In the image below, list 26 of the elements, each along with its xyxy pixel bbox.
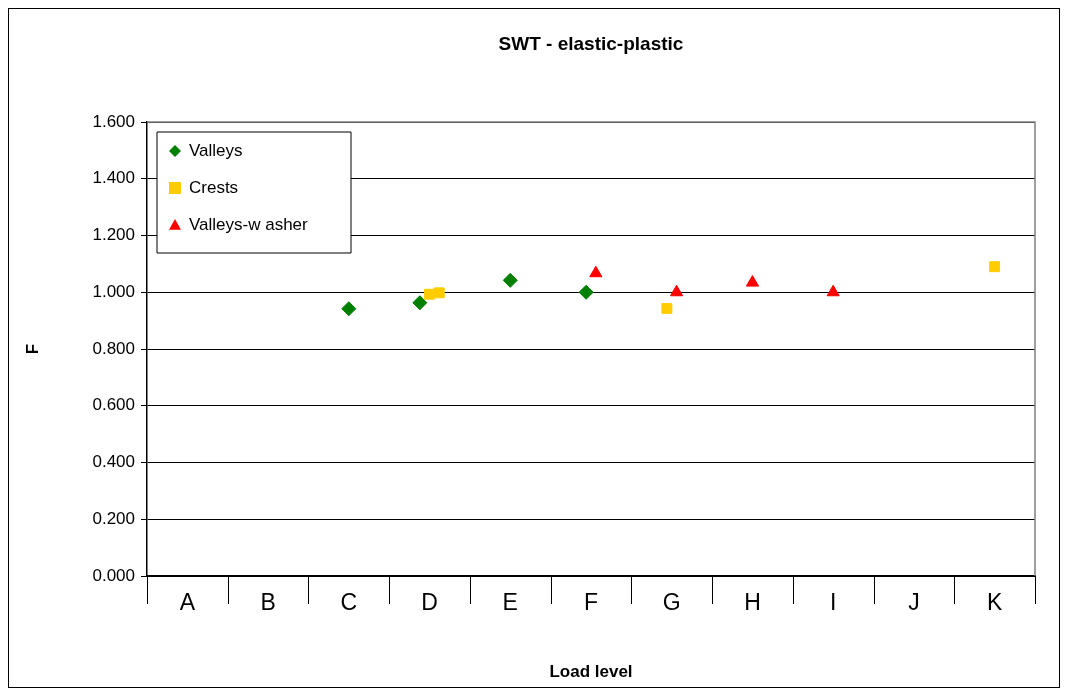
legend-label: Valleys-w asher — [189, 214, 309, 234]
x-tick-label: I — [829, 589, 837, 616]
y-tick-label: 1.000 — [92, 281, 135, 301]
x-axis-title: Load level — [549, 662, 633, 682]
y-tick-label: 0.200 — [92, 508, 135, 528]
x-tick-label: B — [260, 589, 276, 616]
x-tick-label: D — [421, 589, 438, 616]
legend-label: Valleys — [189, 140, 243, 160]
legend-label: Crests — [189, 177, 239, 197]
y-tick-label: 0.000 — [92, 565, 135, 585]
x-tick-label: H — [744, 589, 761, 616]
chart-title: SWT - elastic-plastic — [498, 33, 684, 55]
x-tick-label: C — [340, 589, 358, 616]
y-axis-title: F — [22, 343, 42, 355]
y-tick-label: 0.600 — [92, 395, 135, 415]
x-tick-label: K — [986, 589, 1003, 616]
y-tick-label: 0.400 — [92, 452, 135, 472]
x-tick-label: F — [583, 589, 599, 616]
y-tick-label: 0.800 — [92, 338, 135, 358]
x-tick-label: G — [662, 589, 681, 616]
y-tick-label: 1.400 — [92, 168, 135, 188]
y-tick-label: 1.200 — [92, 225, 135, 245]
y-tick-label: 1.600 — [92, 111, 135, 131]
x-tick-label: J — [908, 589, 920, 616]
x-tick-label: E — [502, 589, 518, 616]
x-tick-label: A — [179, 589, 196, 616]
